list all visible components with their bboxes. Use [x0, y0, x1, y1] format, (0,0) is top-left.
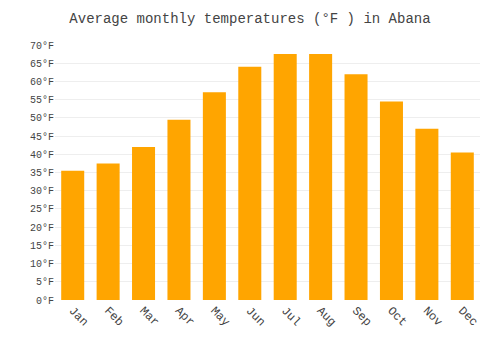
svg-text:25°F: 25°F: [30, 204, 54, 215]
svg-text:Jun: Jun: [243, 304, 268, 329]
svg-text:35°F: 35°F: [30, 168, 54, 179]
svg-text:20°F: 20°F: [30, 223, 54, 234]
svg-text:45°F: 45°F: [30, 132, 54, 143]
svg-text:5°F: 5°F: [36, 277, 54, 288]
svg-text:Sep: Sep: [349, 304, 374, 329]
svg-text:Apr: Apr: [172, 304, 197, 329]
svg-text:10°F: 10°F: [30, 259, 54, 270]
svg-text:30°F: 30°F: [30, 186, 54, 197]
svg-text:0°F: 0°F: [36, 296, 54, 307]
svg-text:15°F: 15°F: [30, 241, 54, 252]
svg-text:Jul: Jul: [278, 304, 303, 329]
svg-text:Aug: Aug: [314, 304, 339, 329]
svg-text:Nov: Nov: [420, 304, 445, 329]
svg-text:Mar: Mar: [136, 304, 161, 329]
svg-text:50°F: 50°F: [30, 113, 54, 124]
svg-text:Average monthly temperatures (: Average monthly temperatures (°F ) in Ab…: [69, 11, 430, 27]
svg-text:Oct: Oct: [384, 304, 409, 329]
svg-text:May: May: [207, 304, 232, 329]
svg-text:60°F: 60°F: [30, 77, 54, 88]
svg-text:70°F: 70°F: [30, 41, 54, 52]
svg-text:55°F: 55°F: [30, 95, 54, 106]
svg-text:Dec: Dec: [455, 304, 480, 329]
svg-text:65°F: 65°F: [30, 59, 54, 70]
svg-text:40°F: 40°F: [30, 150, 54, 161]
svg-text:Jan: Jan: [66, 304, 91, 329]
svg-text:Feb: Feb: [101, 304, 126, 329]
